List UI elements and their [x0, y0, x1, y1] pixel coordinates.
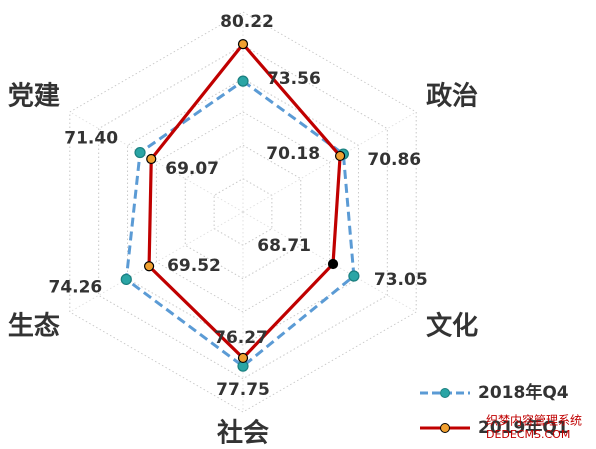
- point: [237, 39, 249, 50]
- category-label: 文化: [426, 311, 478, 342]
- data-label: 70.86: [367, 150, 421, 170]
- data-label: 77.75: [216, 380, 270, 400]
- grid: [69, 11, 417, 413]
- point: [237, 352, 249, 364]
- category-label: 经济: [217, 0, 270, 5]
- data-label: 69.52: [167, 256, 221, 276]
- data-label: 76.27: [214, 328, 268, 348]
- point: [120, 273, 132, 285]
- category-label: 政治: [426, 81, 478, 112]
- legend-label: 2018年Q4: [478, 382, 569, 403]
- legend-marker: [440, 423, 450, 433]
- spoke: [69, 211, 244, 313]
- data-label: 70.18: [266, 144, 320, 164]
- data-label: 68.71: [257, 236, 311, 256]
- category-label: 社会: [217, 418, 269, 449]
- grid-ring: [98, 44, 388, 380]
- point: [334, 150, 346, 162]
- category-label: 党建: [8, 82, 60, 112]
- grid-ring: [69, 11, 417, 413]
- series-line: [124, 79, 356, 369]
- spoke: [69, 111, 244, 213]
- point: [348, 270, 360, 282]
- point: [143, 261, 155, 272]
- watermark: 织梦内容管理系统: [486, 413, 582, 428]
- labels: 经济政治文化社会 生态 党建 73.56 70.86 73.05 77.75 74.26 71.…: [8, 0, 478, 449]
- point: [146, 153, 157, 165]
- data-label: 73.05: [374, 270, 428, 290]
- legend-marker: [440, 388, 450, 398]
- point: [237, 75, 249, 87]
- legend: 2018年Q4 2019年Q1: [420, 382, 569, 438]
- point: [327, 258, 339, 270]
- watermark: DEDECMS.COM: [486, 428, 570, 441]
- spoke: [242, 111, 417, 213]
- point: [134, 146, 146, 159]
- data-label: 71.40: [64, 129, 118, 149]
- plot: [120, 39, 360, 372]
- data-label: 74.26: [48, 277, 102, 297]
- category-label: 生态: [8, 311, 60, 342]
- data-label: 80.22: [220, 12, 274, 32]
- grid-ring: [184, 144, 302, 280]
- data-label: 69.07: [165, 159, 219, 179]
- legend-label: 2019年Q1: [478, 417, 569, 438]
- data-label: 73.56: [267, 69, 321, 89]
